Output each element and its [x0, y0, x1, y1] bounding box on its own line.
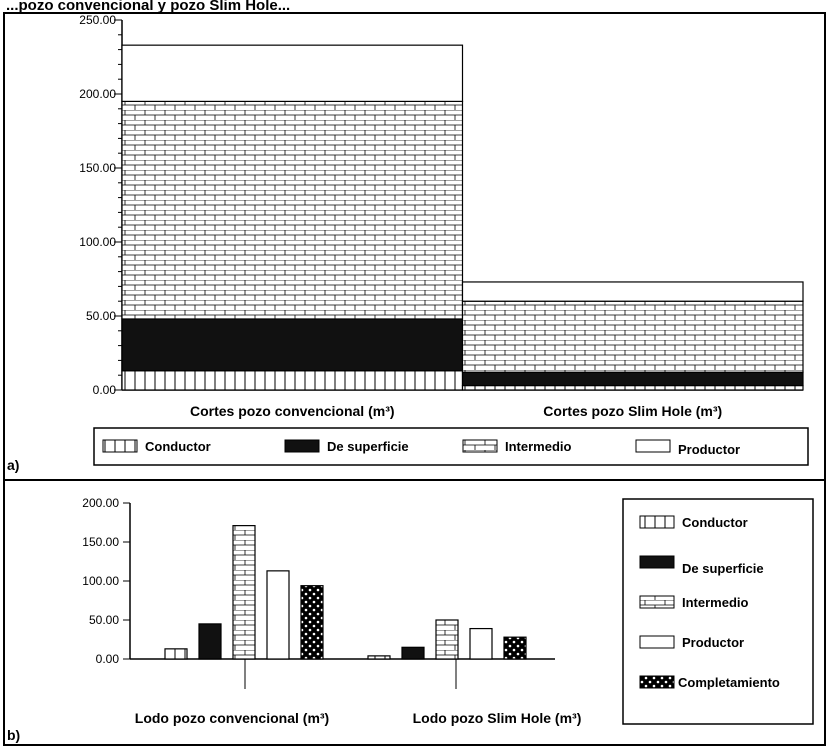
panel-a-bar-productor [461, 281, 804, 302]
panel-a-label: a) [7, 457, 19, 473]
panel-b-bars [164, 525, 527, 660]
panel-b-bar-intermedio [435, 619, 459, 660]
panel-b-bar-de-superficie [198, 623, 222, 660]
panel-b-x-labels: Lodo pozo convencional (m³) Lodo pozo Sli… [135, 710, 582, 726]
panel-a-y-tick-label: 50.00 [86, 309, 116, 323]
panel-b-legend-label: Intermedio [682, 595, 749, 610]
panel-a-legend-swatch [635, 439, 671, 453]
panel-b-legend-label: Conductor [682, 515, 748, 530]
panel-b-bar-productor [266, 570, 290, 660]
panel-b-legend-label: Completamiento [678, 675, 780, 690]
panel-a-bar-productor [121, 44, 464, 103]
panel-b-legend-label: De superficie [682, 561, 764, 576]
panel-b-legend-swatch [639, 515, 675, 529]
panel-a-legend-swatch [284, 439, 320, 453]
panel-b-category-label: Lodo pozo Slim Hole (m³) [413, 710, 582, 726]
panel-a-y-tick-label: 200.00 [79, 87, 116, 101]
panel-a-y-tick-label: 150.00 [79, 161, 116, 175]
panel-a-y-tick-label: 250.00 [79, 13, 116, 27]
panel-a-legend-items: Conductor De superficie Intermedio Producto… [102, 439, 740, 457]
panel-b-bar-intermedio [232, 525, 256, 660]
panel-b-label: b) [7, 727, 20, 743]
panel-a-category-label: Cortes pozo convencional (m³) [190, 403, 395, 419]
panel-a-bar-conductor [461, 384, 804, 391]
panel-b-category-label: Lodo pozo convencional (m³) [135, 710, 329, 726]
panel-a-legend-label: Intermedio [505, 439, 572, 454]
panel-b-bar-de-superficie [401, 646, 425, 660]
panel-a-bar-conductor [121, 370, 464, 391]
panel-b-bar-completamiento [300, 585, 324, 660]
panel-a-legend-label: Productor [678, 442, 740, 457]
panel-b-bar-conductor [367, 655, 391, 660]
panel-b: 0.00 50.00 100.00 150.00 200.00 Lodo pozo co… [7, 496, 814, 743]
panel-b-bar-productor [469, 627, 493, 660]
panel-a-legend-label: Conductor [145, 439, 211, 454]
panel-a-legend-swatch [462, 439, 498, 453]
panel-b-legend-swatch [639, 635, 675, 649]
panel-b-y-tick-label: 50.00 [89, 613, 119, 627]
panel-a-y-tick-label: 0.00 [93, 383, 117, 397]
panel-b-legend-swatch [639, 595, 675, 609]
panel-a: 0.00 50.00 100.00 150.00 200.00 250.00 Cortes… [7, 13, 809, 473]
panel-b-legend-swatch [639, 675, 675, 689]
panel-a-legend-swatch [102, 439, 138, 453]
panel-a-bar-de-superficie [121, 318, 464, 372]
panel-a-bars [121, 44, 804, 391]
panel-b-legend [622, 498, 814, 725]
panel-a-bar-de-superficie [461, 371, 804, 387]
panel-b-frame [3, 479, 826, 746]
panel-b-legend-swatch [639, 555, 675, 569]
panel-a-legend-label: De superficie [327, 439, 409, 454]
panel-b-y-tick-label: 0.00 [96, 652, 120, 666]
panel-b-legend-items: Conductor De superficie Intermedio Producto… [639, 515, 780, 690]
panel-a-y-tick-label: 100.00 [79, 235, 116, 249]
panel-b-y-tick-label: 200.00 [82, 496, 119, 510]
panel-b-y-tick-label: 100.00 [82, 574, 119, 588]
panel-a-bar-intermedio [121, 100, 464, 320]
panel-a-x-labels: Cortes pozo convencional (m³) Cortes pozo… [190, 403, 722, 419]
panel-a-legend [93, 427, 809, 466]
panel-a-bar-intermedio [461, 300, 804, 373]
panel-b-bar-completamiento [503, 636, 527, 660]
title-fragment: ...pozo convencional y pozo Slim Hole... [6, 0, 290, 14]
panel-b-y-tick-label: 150.00 [82, 535, 119, 549]
panel-a-category-label: Cortes pozo Slim Hole (m³) [543, 403, 722, 419]
panel-b-bar-conductor [164, 648, 188, 660]
panel-b-legend-label: Productor [682, 635, 744, 650]
